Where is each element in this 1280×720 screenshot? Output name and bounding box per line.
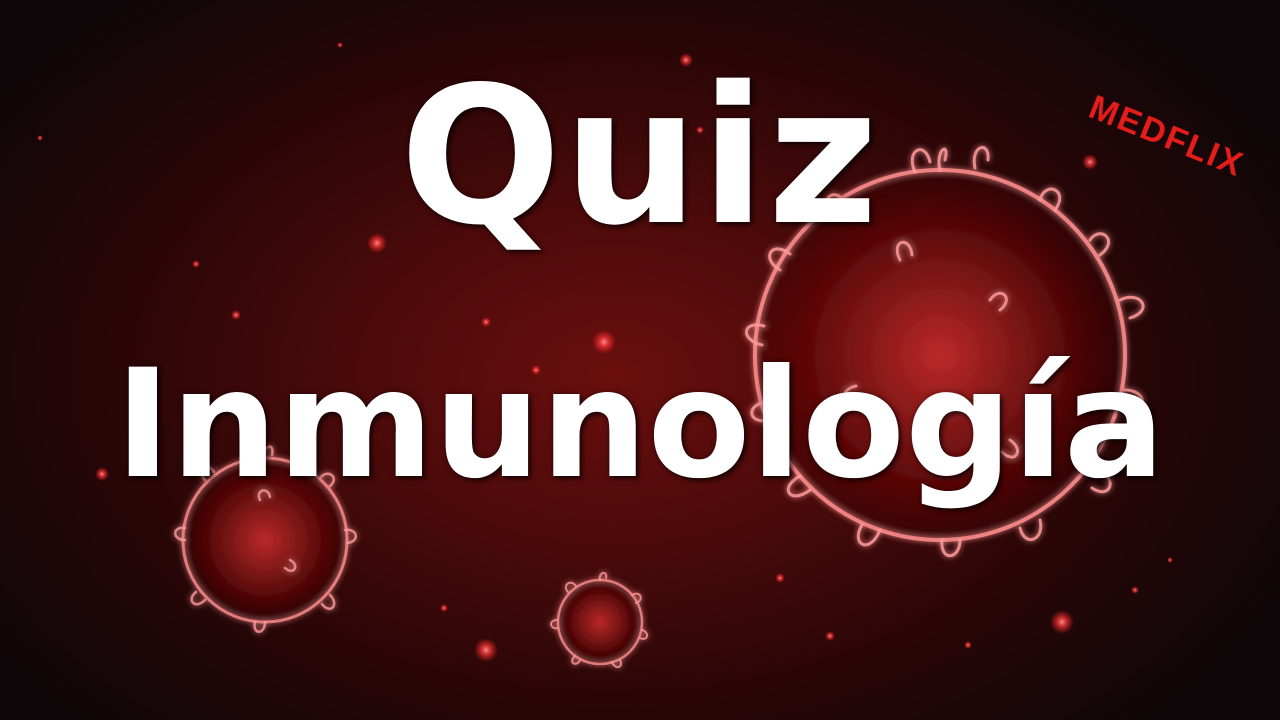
title-topic: Inmunología [115,338,1165,512]
glow-particles [37,42,1173,662]
small-virus-icon [550,572,648,668]
medium-virus-icon [174,445,357,633]
title-quiz: Quiz [399,46,881,267]
large-virus-icon [745,146,1145,558]
